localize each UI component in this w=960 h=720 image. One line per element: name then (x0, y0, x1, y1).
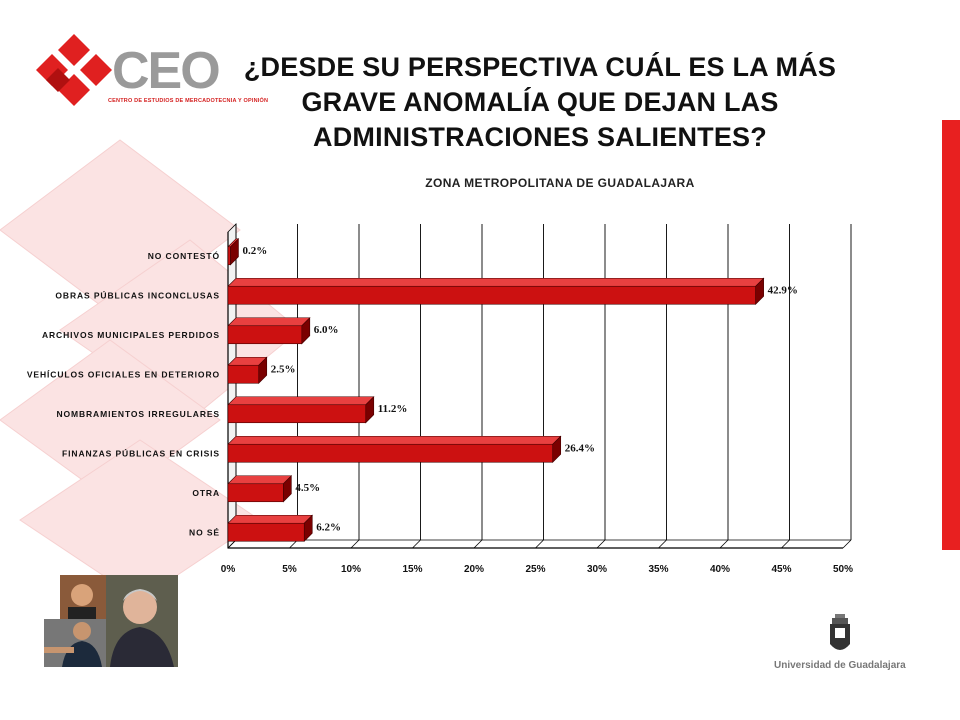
bar-top (227, 317, 311, 327)
bar-end (258, 356, 268, 384)
udg-crest-icon (830, 614, 850, 650)
page-title: ¿DESDE SU PERSPECTIVA CUÁL ES LA MÁS GRA… (240, 50, 840, 155)
data-label: 0.2% (242, 245, 267, 257)
bar (227, 325, 303, 345)
category-label: ARCHIVOS MUNICIPALES PERDIDOS (42, 330, 220, 340)
grid-floor-line (781, 539, 790, 549)
data-label: 11.2% (378, 403, 408, 415)
data-label: 42.9% (768, 284, 798, 296)
bar (227, 364, 260, 384)
x-tick-label: 5% (282, 564, 297, 575)
bar (227, 522, 305, 542)
bar-end (365, 396, 375, 424)
logo-text: CEO (112, 42, 219, 100)
category-label: NO CONTESTÓ (148, 250, 220, 261)
grid-floor-line (842, 539, 852, 549)
category-label: OBRAS PÚBLICAS INCONCLUSAS (55, 289, 220, 300)
x-tick-label: 0% (221, 564, 236, 575)
category-label: OTRA (192, 488, 220, 498)
x-tick-label: 45% (771, 564, 791, 575)
data-label: 4.5% (295, 482, 320, 494)
politicians-photo-collage-icon (44, 575, 178, 667)
bar-end (755, 277, 764, 305)
bar-top (227, 277, 765, 287)
x-tick-label: 50% (833, 564, 853, 575)
grid-floor-line (535, 539, 544, 549)
category-label: VEHÍCULOS OFICIALES EN DETERIORO (27, 369, 220, 379)
bar (227, 285, 756, 305)
grid-floor-line (412, 539, 421, 549)
title-line-1: ¿DESDE SU PERSPECTIVA CUÁL ES LA MÁS (243, 52, 837, 82)
bar-end (230, 238, 239, 266)
logo-tagline: CENTRO DE ESTUDIOS DE MERCADOTECNIA Y OP… (108, 98, 269, 104)
bar-top (227, 514, 313, 524)
ceo-diamond-logo-icon (36, 34, 112, 106)
bar-end (301, 317, 311, 345)
category-label: FINANZAS PÚBLICAS EN CRISIS (62, 447, 220, 458)
x-tick-label: 35% (648, 564, 668, 575)
x-tick-label: 10% (341, 564, 361, 575)
university-name: Universidad de Guadalajara (774, 660, 906, 671)
bar-end (303, 514, 313, 542)
title-line-3: ADMINISTRACIONES SALIENTES? (313, 122, 767, 152)
bar-end (283, 475, 292, 503)
x-tick-label: 20% (464, 564, 484, 575)
bar (227, 483, 284, 503)
category-label: NOMBRAMIENTOS IRREGULARES (56, 409, 220, 419)
x-tick-label: 30% (587, 564, 607, 575)
accent-bar (942, 120, 960, 550)
data-label: 26.4% (565, 442, 595, 454)
x-tick-label: 40% (710, 564, 730, 575)
bar (227, 404, 367, 424)
data-label: 2.5% (271, 363, 296, 375)
bar-top (227, 396, 375, 406)
data-label: 6.2% (316, 521, 341, 533)
x-tick-label: 15% (402, 564, 422, 575)
bar (227, 246, 231, 266)
x-tick-label: 25% (525, 564, 545, 575)
grid-floor-line (658, 539, 667, 549)
grid-floor-line (473, 539, 483, 549)
grid-floor-line (719, 539, 729, 549)
bar-top (227, 475, 293, 485)
bar-top (227, 435, 562, 445)
bar (227, 443, 554, 463)
chart-subtitle: ZONA METROPOLITANA DE GUADALAJARA (425, 176, 695, 190)
category-label: NO SÉ (189, 527, 220, 537)
bar-end (552, 435, 562, 463)
grid-floor-line (596, 539, 606, 549)
ceo-logo: CEO (36, 34, 221, 106)
grid-floor-line (350, 539, 360, 549)
data-label: 6.0% (314, 324, 339, 336)
title-line-2: GRAVE ANOMALÍA QUE DEJAN LAS (301, 87, 779, 117)
